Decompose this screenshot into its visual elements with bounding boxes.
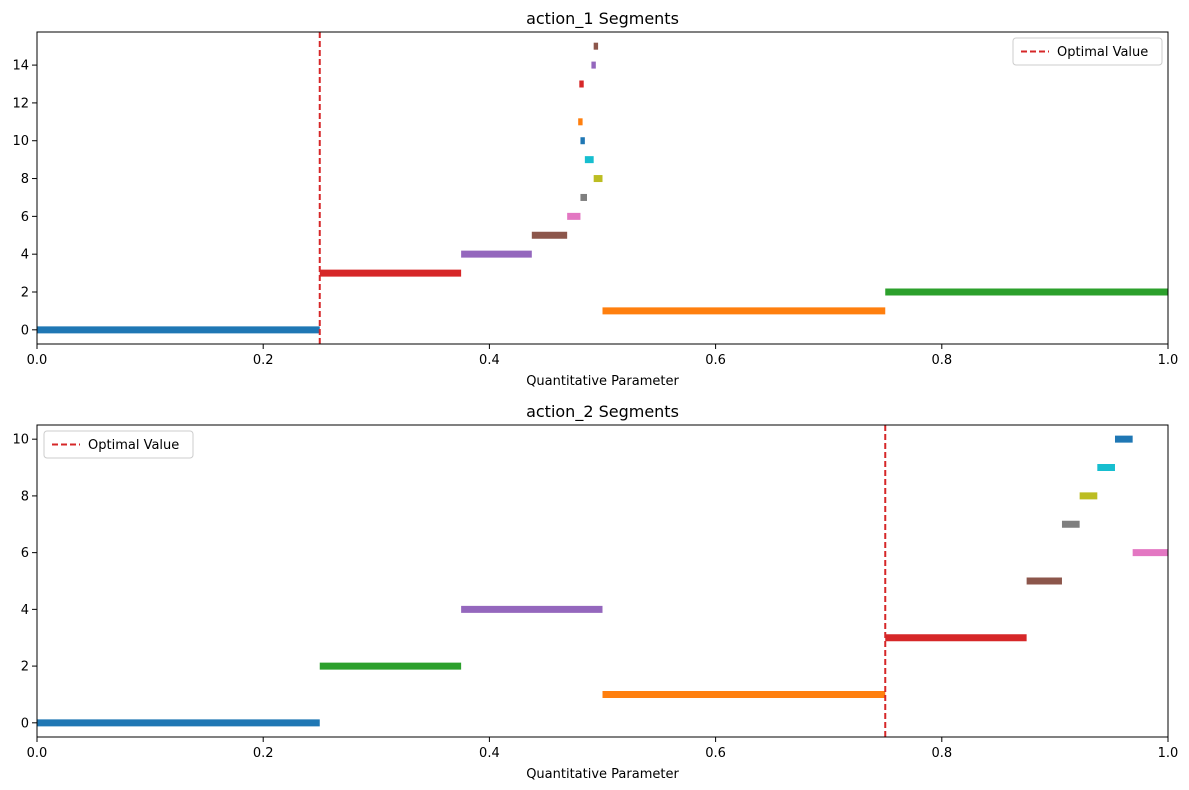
x-tick-label: 0.2 <box>253 353 274 368</box>
y-tick-label: 12 <box>12 96 29 111</box>
y-tick-label: 2 <box>21 286 29 301</box>
y-tick-label: 2 <box>21 660 29 675</box>
x-axis-label: Quantitative Parameter <box>526 374 679 389</box>
x-tick-label: 0.4 <box>479 353 500 368</box>
x-tick-label: 1.0 <box>1158 746 1179 761</box>
chart-title: action_1 Segments <box>526 9 679 29</box>
y-tick-label: 8 <box>21 172 29 187</box>
chart-panel-1: action_1 Segments 0.0 0.2 0.4 0.6 0.8 1.0 0 2 4 6 8… <box>12 9 1178 389</box>
x-tick-label: 1.0 <box>1158 353 1179 368</box>
x-tick-label: 0.8 <box>931 353 952 368</box>
x-tick-label: 0.4 <box>479 746 500 761</box>
x-axis-label: Quantitative Parameter <box>526 767 679 782</box>
y-tick-label: 0 <box>21 716 29 731</box>
y-tick-label: 14 <box>12 59 29 74</box>
x-tick-label: 0.8 <box>931 746 952 761</box>
x-tick-label: 0.6 <box>705 353 726 368</box>
y-tick-label: 0 <box>21 323 29 338</box>
y-tick-label: 4 <box>21 603 29 618</box>
legend-box <box>1012 37 1163 66</box>
x-tick-label: 0.6 <box>705 746 726 761</box>
legend: Optimal Value <box>43 430 194 459</box>
y-tick-label: 8 <box>21 489 29 504</box>
y-tick-label: 6 <box>21 546 29 561</box>
legend: Optimal Value <box>1012 37 1163 66</box>
legend-label: Optimal Value <box>1057 45 1148 60</box>
plot-frame <box>36 31 1169 345</box>
chart-title: action_2 Segments <box>526 402 679 422</box>
y-tick-label: 10 <box>12 433 29 448</box>
plot-frame <box>36 424 1169 738</box>
y-tick-label: 6 <box>21 210 29 225</box>
x-tick-label: 0.2 <box>253 746 274 761</box>
x-tick-label: 0.0 <box>27 746 48 761</box>
legend-label: Optimal Value <box>88 438 179 453</box>
x-tick-label: 0.0 <box>27 353 48 368</box>
y-tick-label: 10 <box>12 134 29 149</box>
legend-box <box>43 430 194 459</box>
chart-panel-2: action_2 Segments 0.0 0.2 0.4 0.6 0.8 1.0 0 2 4 6 8… <box>12 402 1178 782</box>
y-tick-label: 4 <box>21 248 29 263</box>
